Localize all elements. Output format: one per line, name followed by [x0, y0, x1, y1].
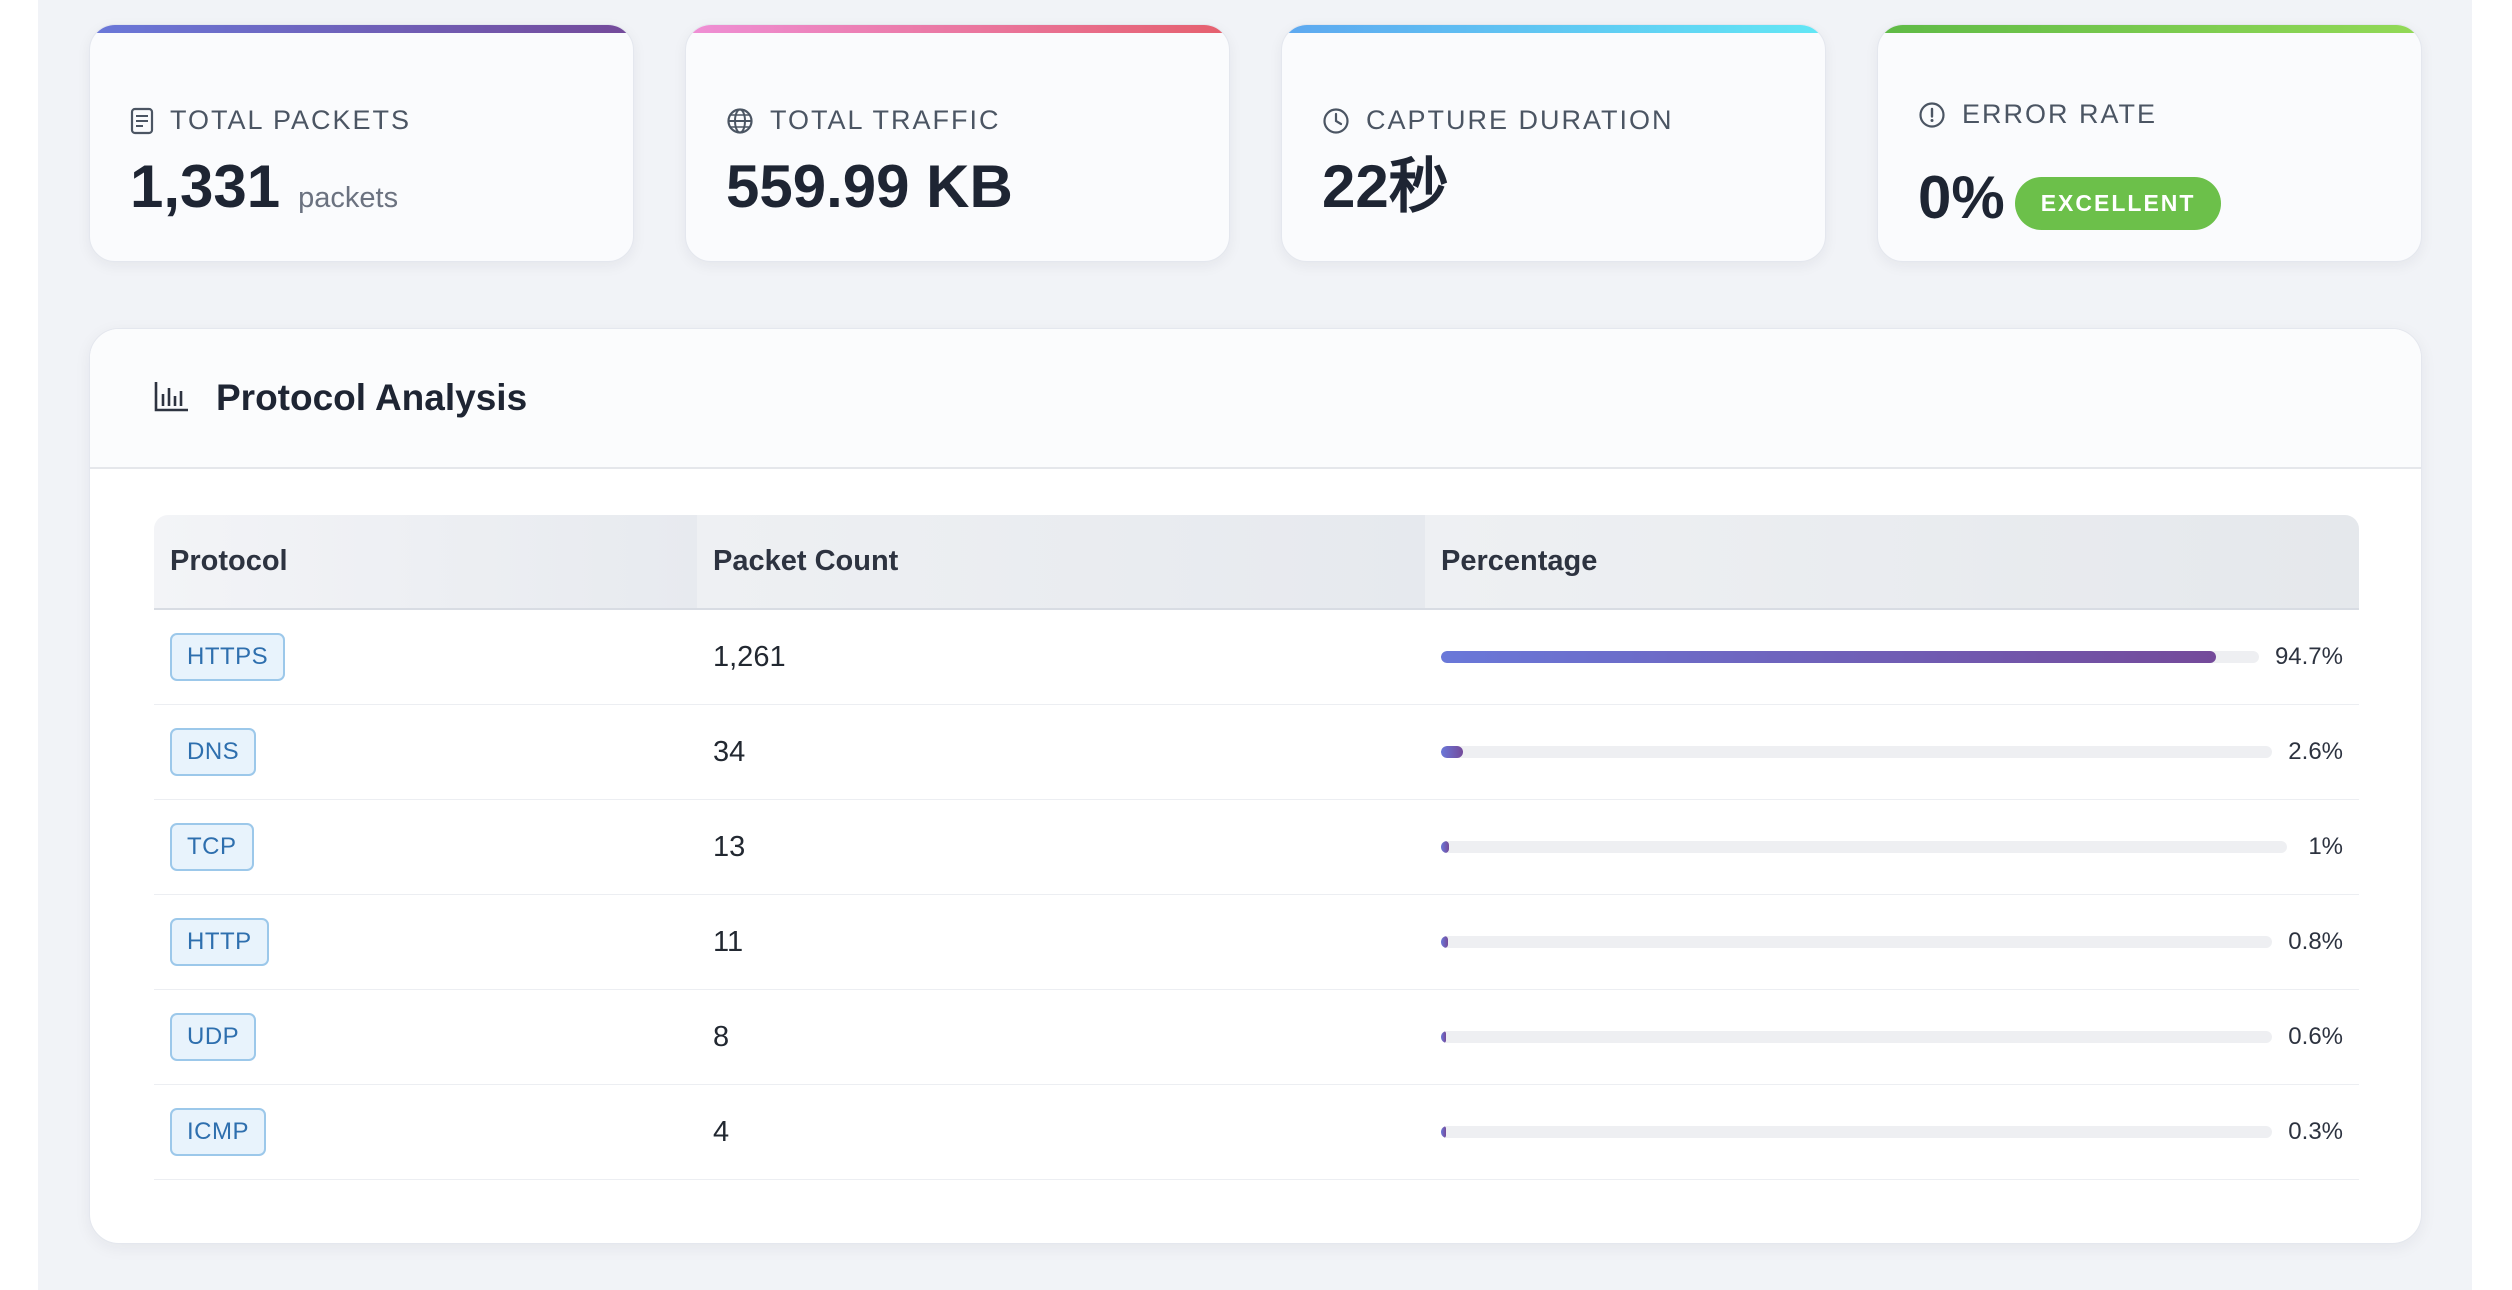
- percentage-cell: 1%: [1425, 833, 2359, 861]
- column-header-protocol[interactable]: Protocol: [154, 515, 697, 608]
- stat-card-error-rate: ERROR RATE 0% EXCELLENT: [1877, 24, 2422, 262]
- stat-value: 22秒: [1322, 153, 1449, 220]
- protocol-cell: UDP: [154, 1013, 697, 1061]
- protocol-tag: TCP: [170, 823, 254, 871]
- packet-count-cell: 1,261: [713, 640, 786, 673]
- stat-label: CAPTURE DURATION: [1366, 105, 1674, 135]
- percentage-bar-fill: [1441, 936, 1448, 948]
- percentage-value: 0.6%: [2288, 1023, 2343, 1050]
- stat-card-total-packets: TOTAL PACKETS 1,331 packets: [89, 24, 634, 262]
- table-row[interactable]: ICMP 4 0.3%: [154, 1085, 2359, 1180]
- percentage-bar-fill: [1441, 841, 1450, 853]
- stat-label-row: ERROR RATE: [1918, 99, 2157, 130]
- column-header-packet-count[interactable]: Packet Count: [697, 515, 1425, 608]
- protocol-tag: DNS: [170, 728, 257, 776]
- stat-value-row: 0% EXCELLENT: [1918, 163, 2222, 231]
- percentage-bar-track: [1441, 1126, 2273, 1138]
- protocol-tag: HTTP: [170, 918, 269, 966]
- stat-label: TOTAL PACKETS: [170, 105, 412, 135]
- percentage-bar-track: [1441, 651, 2259, 663]
- stat-unit: packets: [298, 182, 399, 214]
- percentage-value: 2.6%: [2288, 738, 2343, 765]
- stat-value-row: 559.99 KB: [726, 157, 1013, 217]
- percentage-cell: 0.6%: [1425, 1023, 2359, 1051]
- percentage-value: 0.3%: [2288, 1118, 2343, 1145]
- protocol-cell: TCP: [154, 823, 697, 871]
- percentage-bar-fill: [1441, 1031, 1446, 1043]
- percentage-bar-track: [1441, 936, 2273, 948]
- table-row[interactable]: UDP 8 0.6%: [154, 990, 2359, 1085]
- percentage-bar-fill: [1441, 746, 1463, 758]
- table-row[interactable]: DNS 34 2.6%: [154, 705, 2359, 800]
- percentage-cell: 0.3%: [1425, 1118, 2359, 1146]
- percentage-bar-track: [1441, 1031, 2273, 1043]
- clock-icon: [1322, 107, 1350, 135]
- protocol-cell: HTTP: [154, 918, 697, 966]
- percentage-bar-track: [1441, 841, 2287, 853]
- stat-value-row: 1,331 packets: [130, 157, 398, 217]
- stat-card-total-traffic: TOTAL TRAFFIC 559.99 KB: [685, 24, 1230, 262]
- percentage-value: 1%: [2308, 833, 2343, 860]
- column-header-percentage[interactable]: Percentage: [1425, 515, 2359, 608]
- card-accent-bar: [1878, 25, 2421, 33]
- protocol-cell: ICMP: [154, 1108, 697, 1156]
- stat-value: 0%: [1918, 163, 2005, 231]
- table-row[interactable]: HTTP 11 0.8%: [154, 895, 2359, 990]
- card-accent-bar: [90, 25, 633, 33]
- packet-count-cell: 8: [713, 1020, 730, 1053]
- percentage-bar-fill: [1441, 1126, 1446, 1138]
- protocol-tag: HTTPS: [170, 633, 286, 681]
- percentage-value: 94.7%: [2274, 643, 2343, 670]
- percentage-bar-fill: [1441, 651, 2216, 663]
- stat-label-row: TOTAL PACKETS: [130, 105, 411, 136]
- packet-count-cell: 34: [713, 735, 746, 768]
- packet-count-cell: 4: [713, 1115, 730, 1148]
- alert-circle-icon: [1918, 101, 1946, 129]
- percentage-cell: 2.6%: [1425, 738, 2359, 766]
- globe-icon: [726, 107, 754, 135]
- stat-card-capture-duration: CAPTURE DURATION 22秒: [1281, 24, 1826, 262]
- panel-header: Protocol Analysis: [90, 329, 2421, 469]
- stat-value: 559.99 KB: [726, 153, 1013, 220]
- percentage-bar-track: [1441, 746, 2273, 758]
- protocol-table: Protocol Packet Count Percentage HTTPS 1…: [154, 515, 2359, 1180]
- document-icon: [130, 107, 154, 135]
- protocol-cell: DNS: [154, 728, 697, 776]
- stat-label-row: CAPTURE DURATION: [1322, 105, 1674, 136]
- panel-title: Protocol Analysis: [216, 377, 528, 418]
- stat-label: ERROR RATE: [1962, 99, 2158, 129]
- table-header: Protocol Packet Count Percentage: [154, 515, 2359, 610]
- protocol-cell: HTTPS: [154, 633, 697, 681]
- packet-count-cell: 13: [713, 830, 746, 863]
- protocol-analysis-panel: Protocol Analysis Protocol Packet Count …: [89, 328, 2422, 1244]
- stat-value-row: 22秒: [1322, 157, 1449, 217]
- dashboard-canvas: TOTAL PACKETS 1,331 packets TOTAL TRAFFI…: [38, 0, 2472, 1290]
- bar-chart-icon: [154, 380, 190, 417]
- stat-value: 1,331: [130, 153, 281, 220]
- card-accent-bar: [1282, 25, 1825, 33]
- status-badge: EXCELLENT: [2014, 177, 2222, 230]
- table-row[interactable]: HTTPS 1,261 94.7%: [154, 610, 2359, 705]
- percentage-cell: 0.8%: [1425, 928, 2359, 956]
- stat-label-row: TOTAL TRAFFIC: [726, 105, 1001, 136]
- percentage-value: 0.8%: [2288, 928, 2343, 955]
- protocol-tag: UDP: [170, 1013, 257, 1061]
- packet-count-cell: 11: [713, 925, 744, 958]
- stat-label: TOTAL TRAFFIC: [770, 105, 1001, 135]
- table-row[interactable]: TCP 13 1%: [154, 800, 2359, 895]
- card-accent-bar: [686, 25, 1229, 33]
- percentage-cell: 94.7%: [1425, 643, 2359, 671]
- protocol-tag: ICMP: [170, 1108, 266, 1156]
